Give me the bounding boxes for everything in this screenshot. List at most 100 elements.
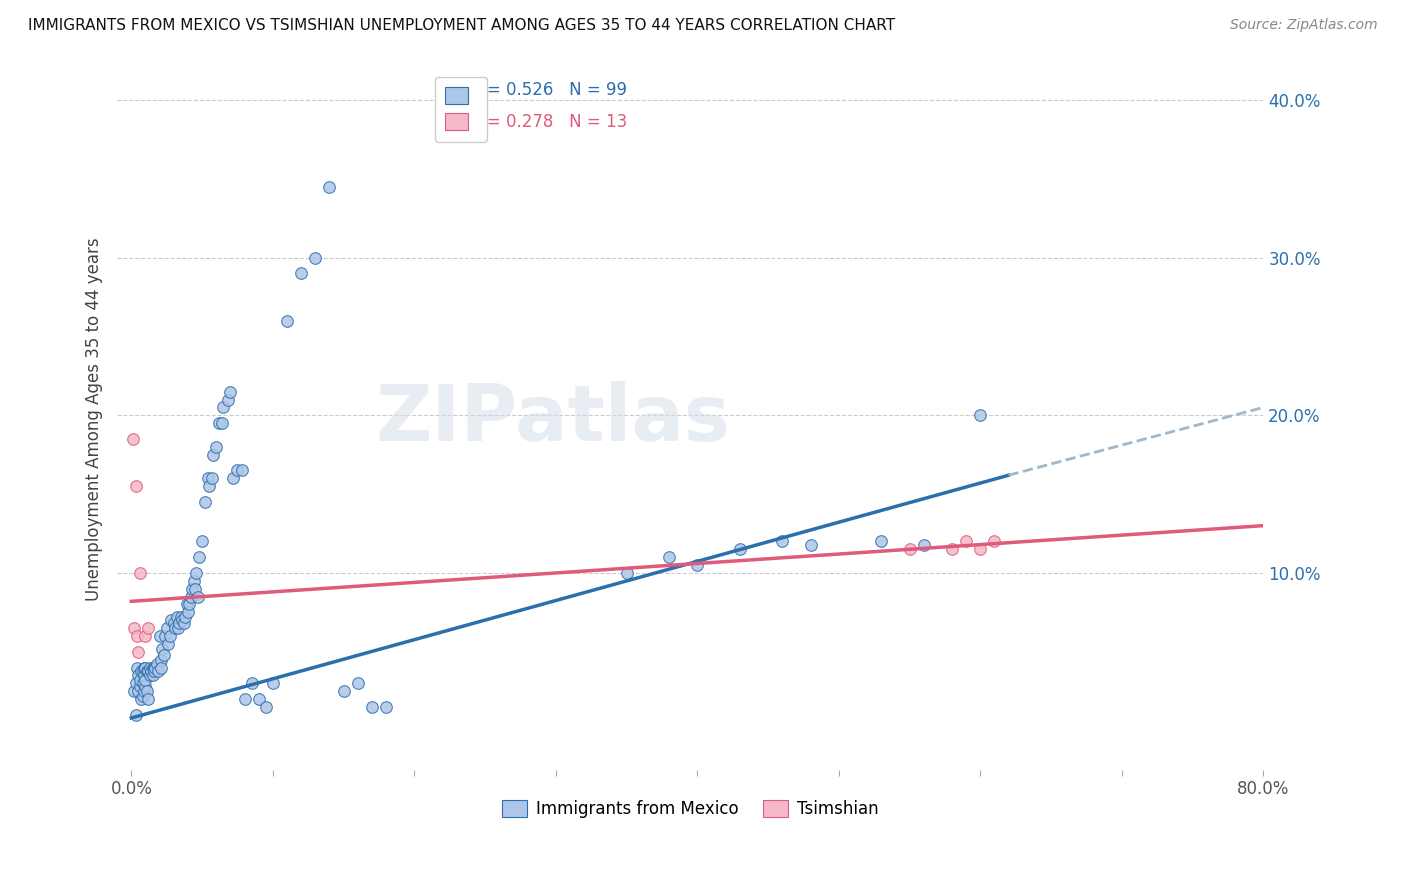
Point xyxy=(150,653,173,667)
Point xyxy=(170,610,193,624)
Text: R = 0.526   N = 99: R = 0.526 N = 99 xyxy=(470,81,627,99)
Point xyxy=(125,629,148,643)
Point xyxy=(194,495,217,509)
Point xyxy=(177,606,200,620)
Point xyxy=(186,566,208,580)
Point xyxy=(983,534,1005,549)
Point xyxy=(969,542,991,557)
Point xyxy=(201,471,224,485)
Point xyxy=(134,660,156,674)
Point xyxy=(217,392,239,407)
Point xyxy=(184,582,207,596)
Point xyxy=(361,700,384,714)
Point xyxy=(955,534,977,549)
Point xyxy=(191,534,214,549)
Text: IMMIGRANTS FROM MEXICO VS TSIMSHIAN UNEMPLOYMENT AMONG AGES 35 TO 44 YEARS CORRE: IMMIGRANTS FROM MEXICO VS TSIMSHIAN UNEM… xyxy=(28,18,896,33)
Text: ZIPatlas: ZIPatlas xyxy=(375,381,730,458)
Point xyxy=(136,692,159,706)
Point xyxy=(128,673,150,687)
Point xyxy=(233,692,256,706)
Point xyxy=(912,538,935,552)
Point xyxy=(128,680,150,694)
Point xyxy=(146,657,169,672)
Point xyxy=(165,621,187,635)
Point xyxy=(149,629,172,643)
Point xyxy=(208,416,231,430)
Point xyxy=(188,550,211,565)
Point xyxy=(160,613,183,627)
Point xyxy=(770,534,793,549)
Point xyxy=(219,384,242,399)
Point xyxy=(122,684,145,698)
Point xyxy=(128,566,150,580)
Point xyxy=(969,409,991,423)
Point xyxy=(129,692,152,706)
Point xyxy=(138,660,160,674)
Point xyxy=(141,664,163,678)
Point xyxy=(211,416,233,430)
Point xyxy=(121,432,143,446)
Point xyxy=(686,558,709,572)
Point xyxy=(169,616,191,631)
Point xyxy=(181,582,204,596)
Point xyxy=(153,648,176,662)
Point xyxy=(318,179,340,194)
Point xyxy=(132,660,155,674)
Text: Source: ZipAtlas.com: Source: ZipAtlas.com xyxy=(1230,18,1378,32)
Point xyxy=(134,629,156,643)
Point xyxy=(187,590,209,604)
Point xyxy=(332,684,354,698)
Point xyxy=(173,616,195,631)
Point xyxy=(180,590,202,604)
Y-axis label: Unemployment Among Ages 35 to 44 years: Unemployment Among Ages 35 to 44 years xyxy=(86,237,103,601)
Point xyxy=(941,542,963,557)
Point xyxy=(197,471,219,485)
Point xyxy=(124,707,146,722)
Point xyxy=(240,676,263,690)
Point xyxy=(658,550,681,565)
Point xyxy=(262,676,284,690)
Point xyxy=(135,684,157,698)
Point xyxy=(143,664,166,678)
Point xyxy=(138,668,160,682)
Point xyxy=(166,610,188,624)
Point xyxy=(142,660,165,674)
Point xyxy=(145,660,167,674)
Point xyxy=(198,479,221,493)
Point xyxy=(247,692,270,706)
Point xyxy=(174,610,197,624)
Point xyxy=(148,664,170,678)
Point xyxy=(276,314,298,328)
Point xyxy=(205,440,228,454)
Point xyxy=(870,534,893,549)
Point xyxy=(131,664,153,678)
Point xyxy=(131,689,153,703)
Point xyxy=(134,680,156,694)
Point xyxy=(135,664,157,678)
Text: R = 0.278   N = 13: R = 0.278 N = 13 xyxy=(470,113,627,131)
Point xyxy=(125,660,148,674)
Point xyxy=(346,676,368,690)
Point xyxy=(728,542,751,557)
Point xyxy=(179,598,201,612)
Point xyxy=(142,668,165,682)
Point xyxy=(304,251,326,265)
Point xyxy=(159,629,181,643)
Point xyxy=(167,621,190,635)
Point xyxy=(124,479,146,493)
Point xyxy=(136,664,159,678)
Point xyxy=(127,668,149,682)
Point xyxy=(226,463,249,477)
Point xyxy=(152,641,174,656)
Point xyxy=(127,684,149,698)
Point xyxy=(202,448,225,462)
Point xyxy=(375,700,398,714)
Point xyxy=(134,673,156,687)
Point xyxy=(254,700,277,714)
Point xyxy=(124,676,146,690)
Point xyxy=(222,471,245,485)
Point xyxy=(616,566,638,580)
Point xyxy=(155,629,177,643)
Point xyxy=(132,668,155,682)
Point xyxy=(176,598,198,612)
